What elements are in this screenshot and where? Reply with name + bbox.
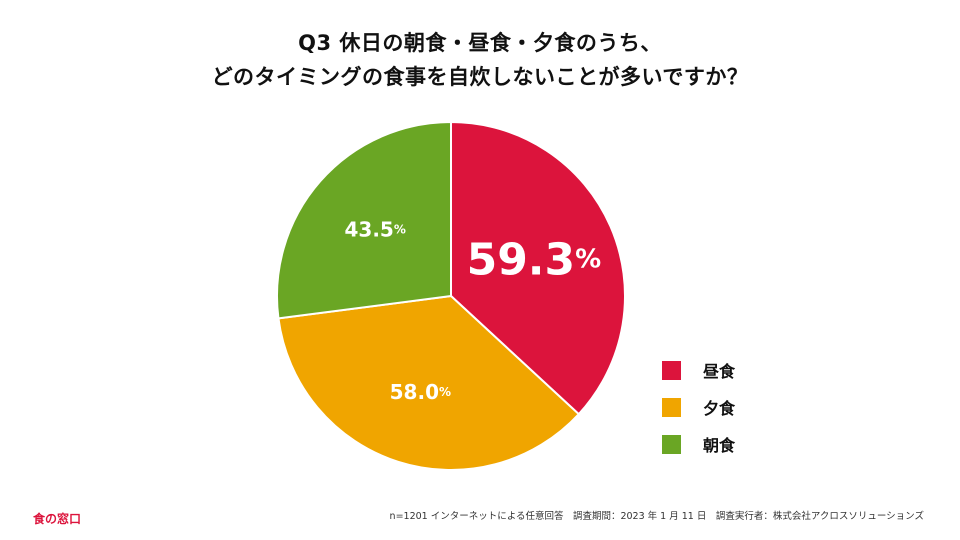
- legend-item-lunch: 昼食: [662, 356, 735, 384]
- chart-title: Q3 休日の朝食・昼食・夕食のうち、 どのタイミングの食事を自炊しないことが多い…: [0, 26, 960, 94]
- legend-item-breakfast: 朝食: [662, 430, 735, 458]
- legend-swatch-dinner: [662, 397, 681, 417]
- slice-label-lunch: 59.3%: [467, 234, 602, 285]
- legend-label-breakfast: 朝食: [703, 436, 736, 455]
- legend-swatch-lunch: [662, 360, 681, 380]
- legend-swatch-breakfast: [662, 434, 681, 454]
- slice-dinner: [277, 294, 581, 471]
- slice-label-dinner: 58.0%: [390, 380, 451, 404]
- chart-title-line-2: どのタイミングの食事を自炊しないことが多いですか？: [211, 65, 749, 89]
- legend-label-dinner: 夕食: [703, 399, 736, 418]
- slice-percent-lunch: %: [575, 245, 601, 275]
- slice-breakfast: [276, 120, 452, 320]
- slice-percent-dinner: %: [439, 385, 451, 399]
- slice-percent-breakfast: %: [394, 222, 406, 236]
- slice-label-breakfast: 43.5%: [344, 217, 405, 241]
- legend-item-dinner: 夕食: [662, 393, 735, 421]
- chart-title-line-1: Q3 休日の朝食・昼食・夕食のうち、: [298, 31, 662, 55]
- legend: 昼食 夕食 朝食: [662, 356, 735, 467]
- slice-lunch: [450, 120, 626, 416]
- legend-label-lunch: 昼食: [703, 362, 736, 381]
- survey-footnote: n=1201 インターネットによる任意回答 調査期間：2023 年 1 月 11…: [389, 511, 924, 522]
- brand-logo: 食の窓口: [33, 512, 82, 526]
